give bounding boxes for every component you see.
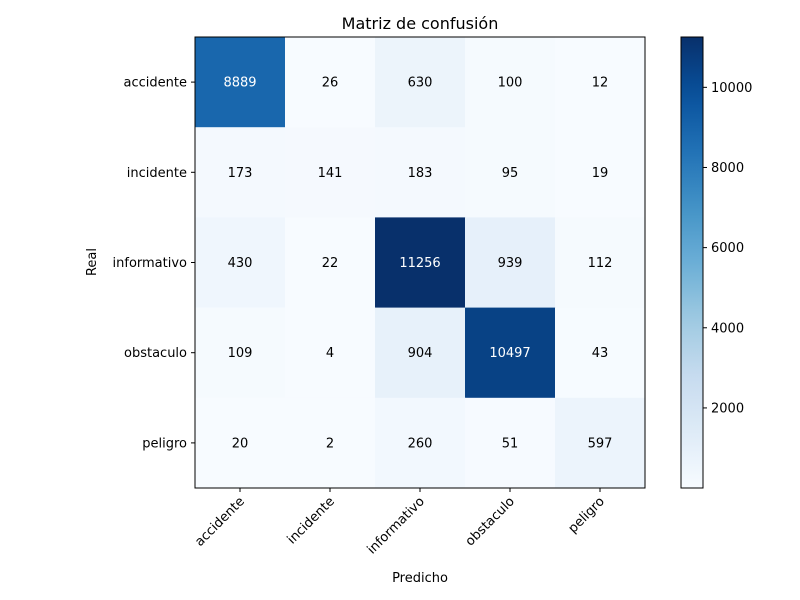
cell-value-label: 20 (232, 436, 249, 451)
cell-value-label: 260 (408, 436, 433, 451)
x-axis-label: Predicho (392, 571, 448, 586)
heatmap-cell (285, 37, 376, 128)
cell-value-labels: 8889 26 630 100 12 173 141 183 95 19 430 22 11256 939… (223, 76, 612, 452)
heatmap-cell (285, 127, 376, 218)
colorbar-tick-label: 8000 (711, 161, 744, 176)
cell-value-label: 19 (592, 166, 609, 181)
cell-value-label: 11256 (399, 256, 440, 271)
heatmap-cell (195, 217, 286, 309)
colorbar (680, 36, 704, 489)
cell-value-label: 112 (588, 256, 613, 271)
cell-value-label: 51 (502, 436, 519, 451)
chart-title: Matriz de confusión (342, 14, 499, 33)
cell-value-label: 12 (592, 76, 609, 91)
heatmap-cell (285, 397, 376, 489)
heatmap-cell (375, 307, 466, 399)
colorbar-tick-label: 4000 (711, 321, 744, 336)
heatmap-cell (195, 397, 286, 489)
cell-value-label: 597 (588, 436, 613, 451)
cell-value-label: 904 (408, 346, 433, 361)
cell-value-label: 100 (498, 76, 523, 91)
heatmap-cell (375, 127, 466, 218)
heatmap-cell (195, 127, 286, 218)
colorbar-tick-label: 6000 (711, 241, 744, 256)
heatmap-cell (555, 307, 646, 399)
heatmap-cell (375, 37, 466, 128)
y-axis-ticks: accidente incidente informativo obstaculo pe… (113, 76, 195, 451)
heatmap-cell (195, 37, 286, 128)
y-tick-label: peligro (142, 436, 187, 451)
cell-value-label: 109 (228, 346, 253, 361)
cell-value-label: 22 (322, 256, 339, 271)
heatmap-cell (285, 307, 376, 399)
cell-value-label: 8889 (223, 76, 256, 91)
heatmap-cell (375, 397, 466, 489)
heatmap-cell (555, 127, 646, 218)
heatmap-cell (465, 127, 556, 218)
cell-value-label: 173 (228, 166, 253, 181)
heatmap-cell (555, 217, 646, 309)
colorbar-ticks: 2000 4000 6000 8000 10000 (703, 81, 752, 416)
y-tick-label: incidente (127, 166, 187, 181)
heatmap-cell (465, 307, 556, 399)
y-axis-label: Real (85, 248, 100, 276)
cell-value-label: 939 (498, 256, 523, 271)
heatmap-cell (195, 307, 286, 399)
cell-value-label: 430 (228, 256, 253, 271)
cell-value-label: 183 (408, 166, 433, 181)
cell-value-label: 4 (326, 346, 334, 361)
heatmap-cell (465, 397, 556, 489)
cell-value-label: 10497 (489, 346, 530, 361)
cell-value-label: 95 (502, 166, 519, 181)
y-tick-label: informativo (113, 256, 188, 271)
cell-value-label: 43 (592, 346, 609, 361)
y-tick-label: accidente (124, 76, 187, 91)
heatmap-cell (465, 37, 556, 128)
y-tick-label: obstaculo (124, 346, 187, 361)
cell-value-label: 141 (318, 166, 343, 181)
heatmap-cells (195, 37, 646, 489)
cell-value-label: 630 (408, 76, 433, 91)
heatmap-cell (375, 217, 466, 309)
heatmap-cell (555, 397, 646, 489)
cell-value-label: 2 (326, 436, 334, 451)
colorbar-tick-label: 10000 (711, 81, 752, 96)
heatmap-cell (465, 217, 556, 309)
colorbar-tick-label: 2000 (711, 401, 744, 416)
heatmap-cell (555, 37, 646, 128)
heatmap-cell (285, 217, 376, 309)
cell-value-label: 26 (322, 76, 339, 91)
